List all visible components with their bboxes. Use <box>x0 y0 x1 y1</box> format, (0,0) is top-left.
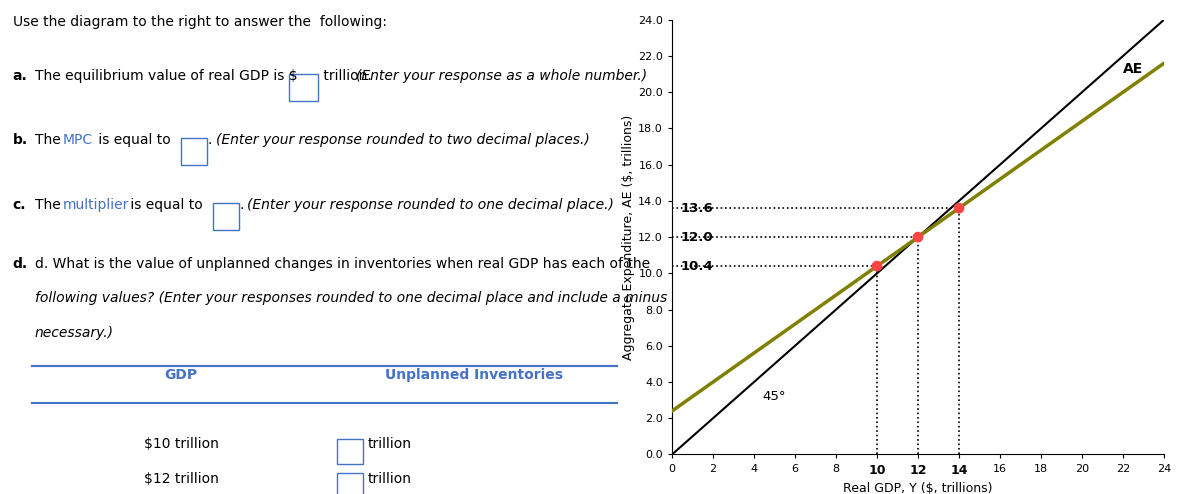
Text: trillion.: trillion. <box>319 69 377 83</box>
Text: a.: a. <box>13 69 28 83</box>
Text: (Enter your response as a whole number.): (Enter your response as a whole number.) <box>356 69 647 83</box>
Text: Unplanned Inventories: Unplanned Inventories <box>385 368 563 382</box>
X-axis label: Real GDP, Y ($, trillions): Real GDP, Y ($, trillions) <box>844 482 992 494</box>
Text: $12 trillion: $12 trillion <box>144 472 218 486</box>
Text: MPC: MPC <box>62 133 92 147</box>
Text: 45°: 45° <box>763 390 786 403</box>
FancyBboxPatch shape <box>214 203 239 230</box>
Point <box>949 204 968 212</box>
Text: c.: c. <box>13 198 26 211</box>
Point <box>868 262 887 270</box>
Text: (Enter your response rounded to one decimal place.): (Enter your response rounded to one deci… <box>247 198 614 211</box>
Text: following values? (Enter your responses rounded to one decimal place and include: following values? (Enter your responses … <box>35 291 713 305</box>
Text: The equilibrium value of real GDP is $: The equilibrium value of real GDP is $ <box>35 69 298 83</box>
FancyBboxPatch shape <box>337 473 362 494</box>
FancyBboxPatch shape <box>337 439 362 464</box>
Text: necessary.): necessary.) <box>35 326 114 340</box>
Text: AE: AE <box>1123 62 1144 76</box>
Y-axis label: Aggregate Expenditure, AE ($, trillions): Aggregate Expenditure, AE ($, trillions) <box>623 115 635 360</box>
Text: is equal to: is equal to <box>94 133 175 147</box>
Text: Use the diagram to the right to answer the  following:: Use the diagram to the right to answer t… <box>13 15 386 29</box>
Text: 12.0: 12.0 <box>680 231 713 244</box>
Text: trillion: trillion <box>367 437 412 451</box>
Text: The: The <box>35 198 65 211</box>
Text: multiplier: multiplier <box>62 198 128 211</box>
Text: The: The <box>35 133 65 147</box>
Text: 13.6: 13.6 <box>680 202 713 214</box>
Text: d. What is the value of unplanned changes in inventories when real GDP has each : d. What is the value of unplanned change… <box>35 257 650 271</box>
Text: 10.4: 10.4 <box>680 260 713 273</box>
Text: b.: b. <box>13 133 28 147</box>
Text: d.: d. <box>13 257 28 271</box>
Text: .: . <box>240 198 248 211</box>
Text: $10 trillion: $10 trillion <box>144 437 218 451</box>
Text: trillion: trillion <box>367 472 412 486</box>
Text: GDP: GDP <box>164 368 198 382</box>
FancyBboxPatch shape <box>289 74 318 101</box>
Point <box>908 233 928 241</box>
Text: .: . <box>208 133 217 147</box>
FancyBboxPatch shape <box>181 138 206 165</box>
Text: (Enter your response rounded to two decimal places.): (Enter your response rounded to two deci… <box>216 133 589 147</box>
Text: is equal to: is equal to <box>126 198 208 211</box>
